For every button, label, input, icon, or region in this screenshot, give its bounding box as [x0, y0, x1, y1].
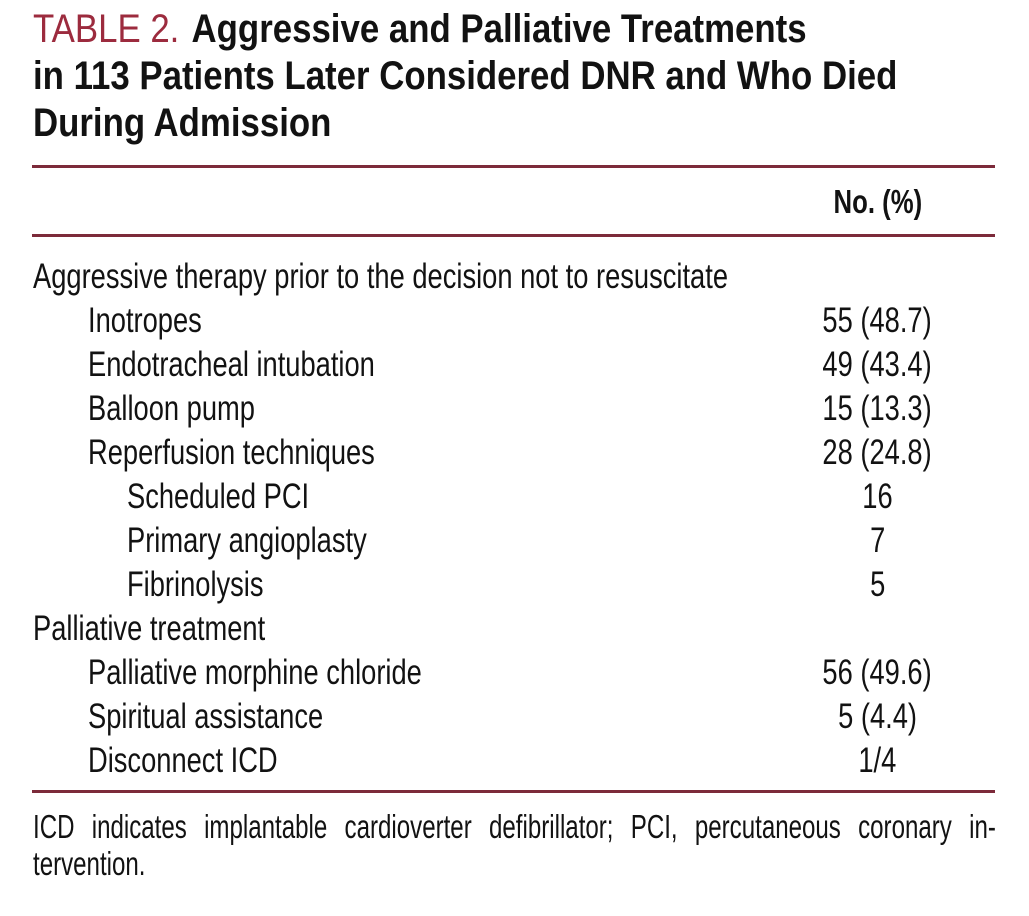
row-value: 49 (43.4) — [822, 345, 933, 384]
table-rule-top — [32, 165, 995, 168]
row-value: 56 (49.6) — [822, 653, 933, 692]
table-row: Palliative morphine chloride 56 (49.6) — [33, 651, 995, 695]
table-body: Aggressive therapy prior to the decision… — [33, 255, 995, 783]
table-row: Reperfusion techniques 28 (24.8) — [33, 431, 995, 475]
table-row: Palliative treatment — [33, 607, 995, 651]
row-label: Palliative morphine chloride — [88, 653, 422, 692]
row-label: Disconnect ICD — [88, 741, 278, 780]
footnote-line-2: tervention. — [33, 845, 146, 882]
table-row: Aggressive therapy prior to the decision… — [33, 255, 995, 299]
row-label: Reperfusion techniques — [88, 433, 375, 472]
table-footnote: ICD indicates implantable cardioverter d… — [33, 808, 996, 882]
table-row: Spiritual assistance 5 (4.4) — [33, 695, 995, 739]
table-rule-header — [32, 234, 995, 237]
row-label: Balloon pump — [88, 389, 255, 428]
table-rule-bottom — [32, 790, 995, 793]
row-label: Palliative treatment — [33, 609, 266, 648]
title-line-3: During Admission — [33, 100, 1027, 147]
row-label: Inotropes — [88, 301, 202, 340]
table-title: TABLE 2. Aggressive and Palliative Treatm… — [33, 6, 1027, 147]
footnote-line-1: ICD indicates implantable cardioverter d… — [33, 808, 996, 845]
table-row: Balloon pump 15 (13.3) — [33, 387, 995, 431]
row-value — [760, 255, 995, 299]
table-row: Fibrinolysis 5 — [33, 563, 995, 607]
row-value: 55 (48.7) — [822, 301, 933, 340]
row-value: 5 (4.4) — [838, 697, 917, 736]
table-row: Scheduled PCI 16 — [33, 475, 995, 519]
title-text-1: Aggressive and Palliative Treatments — [191, 7, 807, 51]
row-value: 28 (24.8) — [822, 433, 933, 472]
value-column-header: No. (%) — [833, 183, 922, 220]
row-value: 15 (13.3) — [822, 389, 933, 428]
row-label: Spiritual assistance — [88, 697, 324, 736]
row-label: Endotracheal intubation — [88, 345, 375, 384]
row-value: 16 — [862, 477, 893, 516]
table-row: Disconnect ICD 1/4 — [33, 739, 995, 783]
table-row: Endotracheal intubation 49 (43.4) — [33, 343, 995, 387]
row-value — [760, 607, 995, 651]
title-line-1: TABLE 2. Aggressive and Palliative Treatm… — [33, 6, 1027, 53]
title-text-2: in 113 Patients Later Considered DNR and… — [33, 54, 898, 98]
table-number-tag: TABLE 2. — [33, 7, 180, 51]
title-line-2: in 113 Patients Later Considered DNR and… — [33, 53, 1027, 100]
row-label: Scheduled PCI — [127, 477, 310, 516]
row-value: 5 — [869, 565, 886, 604]
row-label: Aggressive therapy prior to the decision… — [33, 257, 729, 296]
row-value: 1/4 — [858, 741, 897, 780]
row-label: Fibrinolysis — [127, 565, 264, 604]
table-row: Inotropes 55 (48.7) — [33, 299, 995, 343]
row-label: Primary angioplasty — [127, 521, 367, 560]
table-row: Primary angioplasty 7 — [33, 519, 995, 563]
title-text-3: During Admission — [33, 101, 332, 145]
row-value: 7 — [869, 521, 886, 560]
